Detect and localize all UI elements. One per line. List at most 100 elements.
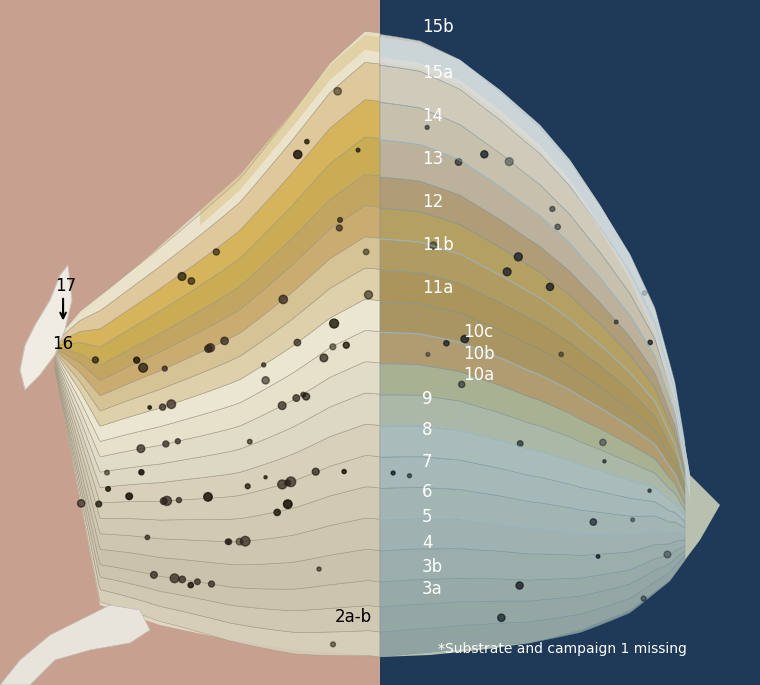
- Text: 7: 7: [422, 453, 432, 471]
- Circle shape: [248, 439, 252, 444]
- Polygon shape: [380, 208, 685, 480]
- Circle shape: [225, 539, 230, 545]
- Polygon shape: [55, 237, 380, 411]
- Polygon shape: [55, 364, 380, 589]
- Circle shape: [515, 253, 522, 261]
- Polygon shape: [55, 100, 380, 347]
- Text: 9: 9: [422, 390, 432, 408]
- Circle shape: [481, 151, 488, 158]
- Polygon shape: [380, 37, 690, 500]
- Circle shape: [240, 536, 250, 546]
- Text: 17: 17: [55, 277, 76, 295]
- Circle shape: [337, 218, 343, 223]
- Text: 3a: 3a: [422, 580, 442, 598]
- Circle shape: [195, 579, 200, 584]
- Circle shape: [330, 319, 338, 328]
- Circle shape: [312, 469, 319, 475]
- Circle shape: [188, 582, 194, 588]
- Text: 13: 13: [422, 150, 443, 168]
- Circle shape: [138, 363, 147, 372]
- Bar: [380, 0, 760, 685]
- Circle shape: [407, 474, 411, 477]
- Circle shape: [641, 596, 646, 601]
- Circle shape: [356, 149, 360, 152]
- Text: 12: 12: [422, 193, 443, 211]
- Polygon shape: [380, 103, 685, 462]
- Text: 5: 5: [422, 508, 432, 526]
- Circle shape: [334, 88, 341, 95]
- Circle shape: [163, 441, 169, 447]
- Circle shape: [461, 336, 468, 343]
- Text: 3b: 3b: [422, 558, 443, 576]
- Polygon shape: [380, 457, 685, 527]
- Polygon shape: [55, 137, 380, 365]
- Circle shape: [160, 498, 167, 504]
- Text: 2a-b: 2a-b: [334, 608, 372, 625]
- Circle shape: [444, 340, 449, 346]
- Circle shape: [330, 344, 336, 350]
- Circle shape: [96, 501, 102, 507]
- Polygon shape: [55, 175, 380, 380]
- Polygon shape: [55, 359, 380, 503]
- Text: *Substrate and campaign 1 missing: *Substrate and campaign 1 missing: [438, 643, 687, 656]
- Circle shape: [93, 357, 99, 363]
- Polygon shape: [380, 65, 685, 455]
- Circle shape: [264, 475, 267, 479]
- Circle shape: [221, 337, 228, 345]
- Circle shape: [139, 470, 144, 475]
- Circle shape: [550, 206, 555, 212]
- Circle shape: [590, 519, 597, 525]
- Circle shape: [305, 140, 309, 144]
- Circle shape: [188, 277, 195, 284]
- Text: 6: 6: [422, 483, 432, 501]
- Polygon shape: [55, 369, 380, 657]
- Polygon shape: [55, 356, 380, 472]
- Circle shape: [163, 497, 172, 506]
- Circle shape: [337, 225, 342, 231]
- Circle shape: [363, 249, 369, 255]
- Polygon shape: [55, 32, 380, 342]
- Polygon shape: [55, 360, 380, 520]
- Polygon shape: [380, 551, 685, 632]
- Circle shape: [546, 284, 553, 290]
- Text: 11a: 11a: [422, 279, 453, 297]
- Polygon shape: [380, 140, 685, 469]
- Circle shape: [214, 249, 220, 255]
- Circle shape: [458, 382, 465, 388]
- Polygon shape: [55, 363, 380, 564]
- Polygon shape: [55, 206, 380, 395]
- Circle shape: [106, 486, 110, 491]
- Circle shape: [176, 438, 180, 444]
- Text: 10a: 10a: [464, 366, 495, 384]
- Circle shape: [163, 366, 167, 371]
- Polygon shape: [200, 35, 380, 225]
- Text: 11b: 11b: [422, 236, 454, 254]
- Polygon shape: [0, 605, 150, 685]
- Polygon shape: [380, 395, 685, 516]
- Text: 8: 8: [422, 421, 432, 439]
- Circle shape: [294, 339, 301, 346]
- Circle shape: [286, 477, 296, 486]
- Circle shape: [167, 400, 176, 408]
- Polygon shape: [380, 488, 685, 534]
- Polygon shape: [380, 177, 685, 475]
- Bar: [0, 0, 380, 685]
- Polygon shape: [380, 240, 685, 486]
- Circle shape: [148, 406, 151, 409]
- Polygon shape: [380, 333, 685, 504]
- Circle shape: [614, 320, 618, 324]
- Circle shape: [664, 551, 671, 558]
- Text: 14: 14: [422, 108, 443, 125]
- Circle shape: [631, 518, 635, 521]
- Circle shape: [279, 295, 287, 303]
- Polygon shape: [55, 268, 380, 426]
- Circle shape: [503, 268, 511, 276]
- Circle shape: [293, 395, 299, 401]
- Circle shape: [150, 571, 157, 578]
- Circle shape: [498, 614, 505, 621]
- Circle shape: [261, 363, 266, 367]
- Circle shape: [285, 480, 290, 486]
- Circle shape: [429, 242, 437, 249]
- Circle shape: [278, 402, 286, 410]
- Circle shape: [179, 576, 185, 583]
